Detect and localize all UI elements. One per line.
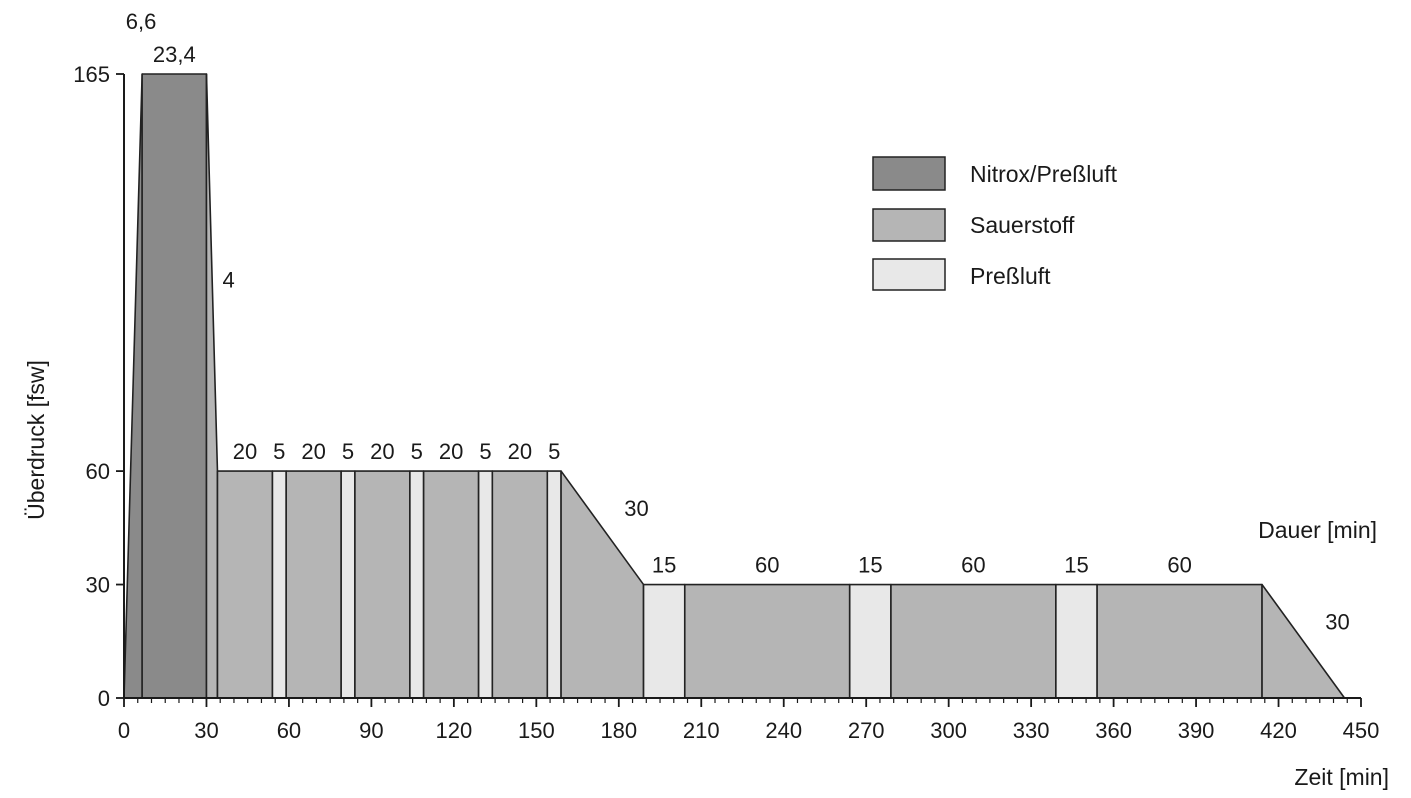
legend: Nitrox/Preßluft Sauerstoff Preßluft	[872, 156, 1118, 291]
x-tick-label: 30	[194, 718, 218, 743]
legend-swatch-air	[872, 258, 946, 291]
duration-label: 60	[961, 553, 985, 578]
legend-item-oxygen: Sauerstoff	[872, 208, 1075, 242]
ticks-layer: 0 30 60 90 120 150 180 210 240 270 300 330 360 390 420…	[73, 62, 1379, 743]
segment-o2-2	[205, 73, 219, 699]
segment-air-12	[546, 470, 562, 699]
duration-label: 15	[652, 553, 676, 578]
duration-label: 30	[624, 496, 648, 521]
x-tick-label: 420	[1260, 718, 1297, 743]
x-tick-label: 330	[1013, 718, 1050, 743]
legend-label-nitrox: Nitrox/Preßluft	[970, 161, 1118, 187]
segment-o2-20	[1261, 583, 1346, 699]
segment-nitrox-1	[141, 73, 208, 699]
segments-layer	[123, 73, 1346, 699]
x-tick-label: 270	[848, 718, 885, 743]
duration-label: 15	[1064, 553, 1088, 578]
segment-air-14	[642, 583, 686, 699]
y-tick-label: 30	[86, 573, 110, 598]
segment-o2-5	[285, 470, 342, 699]
x-axis-label: Zeit [min]	[1294, 764, 1389, 790]
segment-o2-3	[216, 470, 274, 699]
x-tick-label: 90	[359, 718, 383, 743]
segment-air-6	[340, 470, 356, 699]
x-tick-label: 210	[683, 718, 720, 743]
segment-air-4	[271, 470, 287, 699]
segment-o2-7	[354, 470, 411, 699]
x-tick-label: 300	[930, 718, 967, 743]
segment-o2-15	[683, 583, 851, 699]
duration-axis-label: Dauer [min]	[1258, 517, 1377, 543]
x-tick-label: 360	[1095, 718, 1132, 743]
x-tick-label: 240	[765, 718, 802, 743]
x-tick-label: 150	[518, 718, 555, 743]
legend-label-oxygen: Sauerstoff	[970, 212, 1075, 238]
duration-label: 5	[548, 439, 560, 464]
duration-label: 20	[508, 439, 532, 464]
segment-air-10	[477, 470, 494, 699]
duration-label: 4	[222, 268, 234, 293]
x-tick-label: 450	[1343, 718, 1380, 743]
duration-label: 60	[1167, 553, 1191, 578]
segment-nitrox-0	[123, 73, 143, 699]
segment-air-16	[848, 583, 892, 699]
legend-swatch-nitrox	[872, 156, 946, 191]
y-tick-label: 0	[98, 686, 110, 711]
legend-item-air: Preßluft	[872, 258, 1051, 291]
duration-label: 20	[439, 439, 463, 464]
x-tick-label: 60	[277, 718, 301, 743]
x-tick-label: 120	[436, 718, 473, 743]
duration-label: 20	[301, 439, 325, 464]
segment-air-8	[409, 470, 425, 699]
duration-label: 60	[755, 553, 779, 578]
duration-label: 5	[342, 439, 354, 464]
duration-label: 20	[233, 439, 257, 464]
x-tick-label: 0	[118, 718, 130, 743]
x-tick-label: 390	[1178, 718, 1215, 743]
duration-label: 5	[411, 439, 423, 464]
y-axis-label: Überdruck [fsw]	[23, 360, 49, 520]
duration-label: 6,6	[126, 9, 157, 34]
y-tick-label: 60	[86, 459, 110, 484]
duration-label: 30	[1325, 609, 1349, 634]
legend-swatch-oxygen	[872, 208, 946, 242]
segment-o2-17	[890, 583, 1057, 699]
segment-o2-11	[491, 470, 549, 699]
duration-label: 5	[479, 439, 491, 464]
duration-label: 20	[370, 439, 394, 464]
segment-air-18	[1055, 583, 1098, 699]
segment-o2-19	[1096, 583, 1263, 699]
legend-item-nitrox: Nitrox/Preßluft	[872, 156, 1118, 191]
segment-o2-9	[422, 470, 480, 699]
duration-label: 15	[858, 553, 882, 578]
y-tick-label: 165	[73, 62, 110, 87]
duration-label: 23,4	[153, 42, 196, 67]
legend-label-air: Preßluft	[970, 263, 1051, 289]
duration-labels-layer: 6,6 23,4 4 20 5 20 5 20 5 20 5 20 5 30 15 60 15 60 15 60 30	[126, 9, 1350, 634]
duration-label: 5	[273, 439, 285, 464]
x-tick-label: 180	[600, 718, 637, 743]
